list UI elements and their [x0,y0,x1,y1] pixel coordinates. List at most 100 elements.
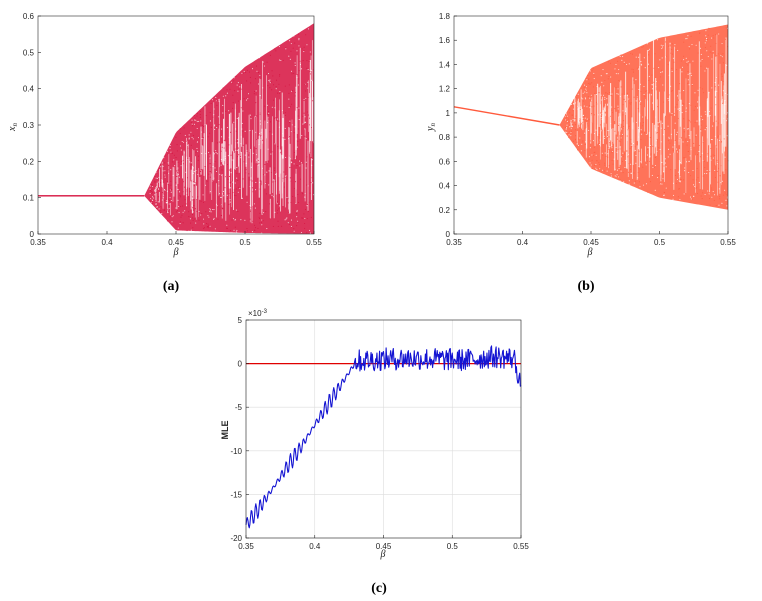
panel-b-point [589,83,591,86]
panel-a-point [218,124,220,126]
panel-b-point [711,58,713,60]
panel-b-point [618,168,620,170]
panel-a-point [307,28,310,30]
panel-a-point [205,223,207,225]
panel-b-point [685,161,688,163]
panel-a-point [296,106,298,109]
panel-a-point [278,120,280,122]
panel-a-point [221,169,223,171]
panel-a-point [181,214,183,216]
panel-b-point [670,169,672,171]
panel-a-point [224,155,226,158]
panel-b-point [661,57,663,59]
panel-b-point [685,57,687,59]
panel-a-point [210,102,212,104]
panel-b-point [680,108,682,110]
panel-b-point [722,53,724,55]
panel-b-point [663,134,665,136]
panel-b-point [568,121,570,123]
panel-b-point [679,92,681,94]
panel-b-point [576,141,578,143]
panel-a-point [201,137,203,140]
panel-b-point [572,118,574,121]
panel-a-point [242,72,244,74]
panel-a-point [233,80,235,82]
panel-a-point [293,163,295,165]
panel-a-point [224,157,226,160]
panel-b-point [600,130,602,132]
panel-c-ylabel: MLE [220,421,230,440]
panel-a-point [274,143,276,145]
panel-b-point [585,77,587,79]
panel-a-point [310,216,312,218]
panel-b-point [702,119,704,121]
panel-a-point [247,98,249,100]
panel-a-point [242,178,244,180]
panel-b-point [663,194,665,196]
panel-a-point [210,126,212,128]
panel-a-point [299,63,302,65]
panel-a-point [192,207,194,209]
panel-b-point [571,125,573,127]
panel-a-point [230,187,232,189]
panel-b-point [584,84,586,86]
panel-a-point [179,145,181,147]
panel-a-point [195,119,197,121]
panel-a-point [266,171,268,173]
panel-a-point [157,204,159,206]
panel-b-point [711,87,713,89]
panel-b-point [616,169,618,171]
panel-b-point [707,34,709,36]
panel-b-point [638,181,640,183]
panel-b-point [649,144,652,147]
panel-a-point [197,150,199,152]
panel-0-ytick-label: 0.2 [23,157,35,166]
panel-a-point [282,177,284,179]
panel-a-point [190,222,192,224]
panel-a-point [236,84,238,86]
panel-b-point [706,50,708,52]
panel-a-point [228,203,230,206]
panel-a-point [255,181,257,183]
panel-b-point [622,110,624,112]
panel-0-ytick-label: 0.1 [23,194,35,203]
panel-a-point [233,194,235,196]
panel-a-point [260,139,262,141]
panel-b-point [700,60,702,62]
panel-b-point [632,71,635,73]
panel-a-point [302,217,304,219]
panel-a-point [300,178,302,180]
panel-b-point [603,129,606,131]
panel-b-point [678,144,680,146]
panel-b-point [663,191,665,193]
panel-b-point [593,114,595,116]
panel-a-point [304,208,307,210]
panel-b-point [595,129,597,131]
panel-a-point [234,182,236,184]
panel-a-point [306,60,308,62]
panel-a-point [194,182,196,185]
panel-a-point [268,184,270,186]
panel-b-point [615,146,617,148]
panel-a-point [259,218,261,220]
panel-a-point [188,211,190,213]
panel-b-point [720,182,722,184]
panel-b-point [628,162,630,165]
panel-a-point [184,210,186,212]
panel-b-point [604,109,606,111]
panel-a-point [182,163,184,165]
panel-b-point [689,196,692,198]
panel-b-point [587,78,589,80]
panel-a-point [289,164,291,166]
panel-a-point [255,131,257,133]
panel-b-point [599,139,601,141]
panel-a-point [276,212,278,214]
panel-b-point [676,148,678,150]
panel-a-point [171,188,173,190]
panel-a-point [271,133,273,135]
panel-a-point [205,115,207,117]
panel-b-point [598,141,600,143]
panel-a-point [198,219,200,221]
panel-b-point [721,57,723,59]
panel-b-point [716,125,718,127]
